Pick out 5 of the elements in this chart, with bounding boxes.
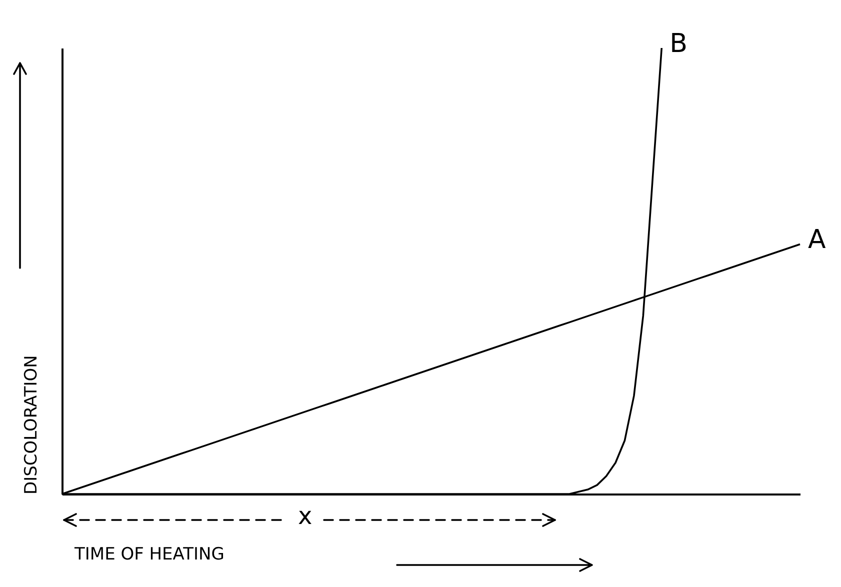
text: x [298, 502, 312, 530]
series-label: A [808, 225, 826, 256]
x-axis-title: TIME OF HEATING [74, 544, 224, 564]
series-label: B [670, 29, 688, 59]
y-axis-title: DISCOLORATION [22, 355, 42, 494]
